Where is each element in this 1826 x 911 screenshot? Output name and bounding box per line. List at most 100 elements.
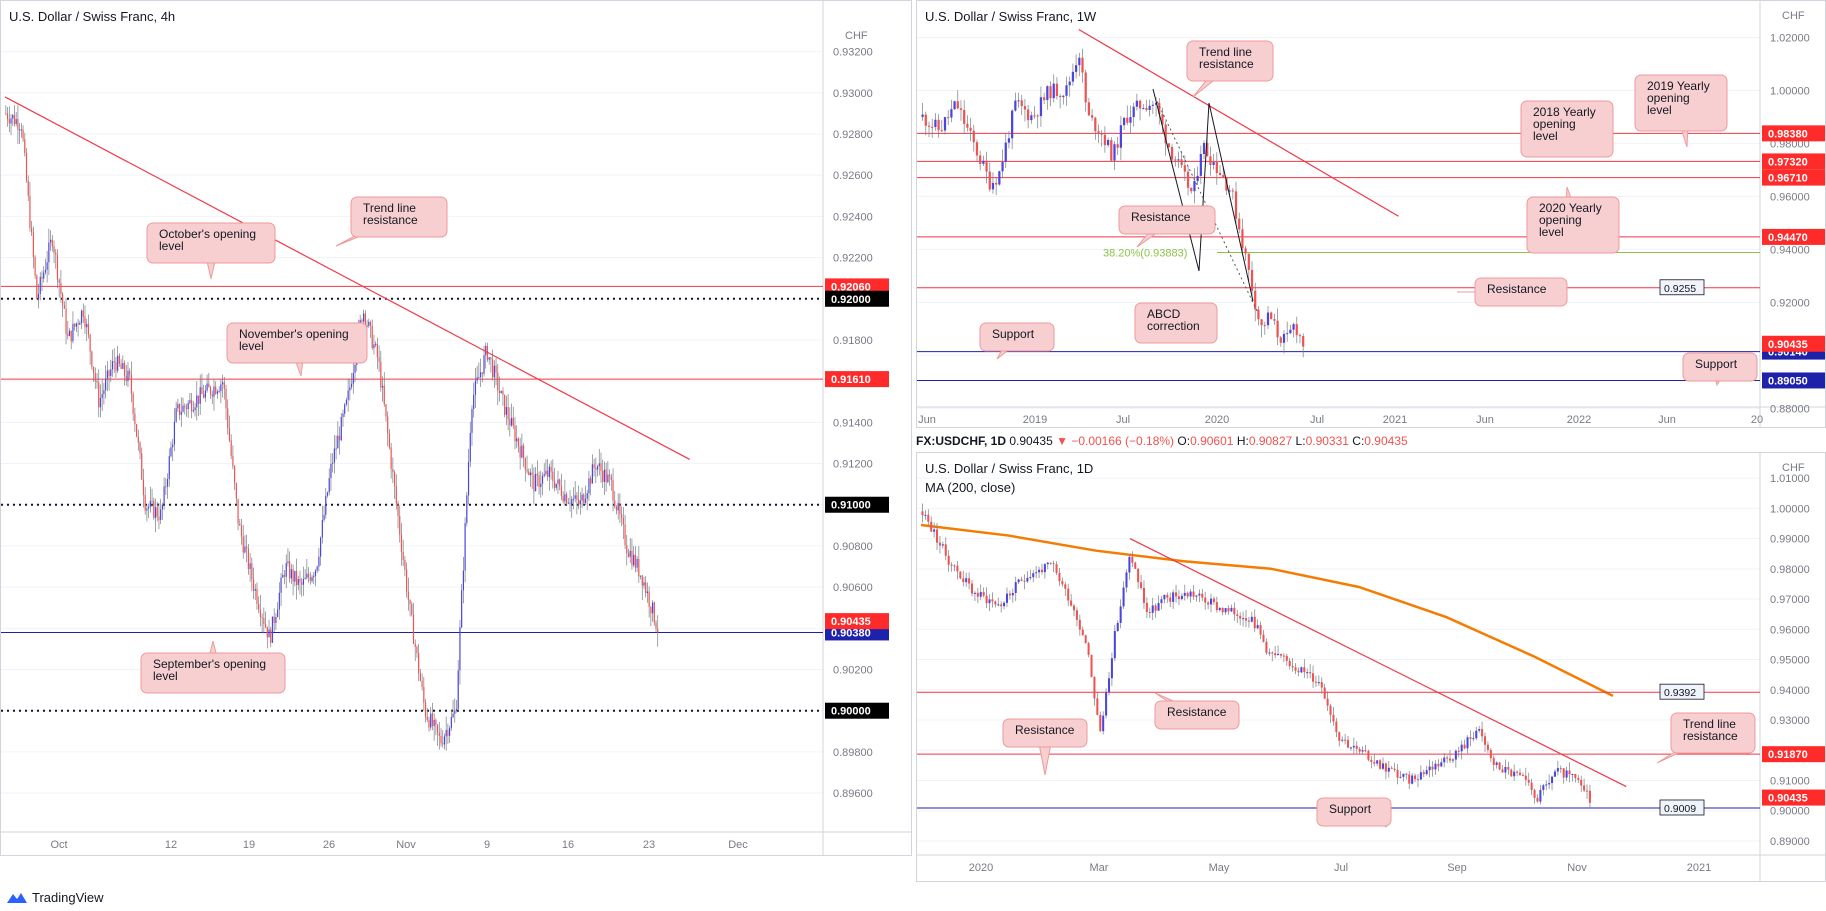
candle-body: [48, 242, 50, 263]
candle-body: [953, 101, 956, 110]
candle-body: [970, 583, 974, 594]
candle-body: [941, 544, 944, 546]
candle-body: [631, 550, 633, 566]
candle-body: [1189, 591, 1192, 597]
candle-body: [1259, 625, 1262, 635]
candle-body: [1332, 714, 1335, 722]
x-tick-label: 2020: [969, 862, 993, 874]
candle-body: [586, 493, 588, 499]
last-price-tag: [1762, 335, 1825, 352]
annotations: Resistance Resistance Trend lineresistance…: [1002, 692, 1756, 828]
candle-body: [1078, 57, 1081, 66]
candle-body: [1032, 573, 1035, 578]
price-axis-tag-label: 0.91000: [831, 500, 871, 512]
candle-body: [254, 588, 256, 591]
candle-body: [1530, 782, 1533, 791]
candle-body: [333, 448, 335, 463]
candle-body: [1007, 138, 1011, 143]
candle-body: [956, 565, 959, 572]
candle-body: [1113, 144, 1116, 161]
candle-body: [1068, 81, 1071, 86]
candle-body: [283, 574, 286, 577]
candle-body: [1481, 729, 1484, 737]
price-axis-tag-label: 0.92060: [831, 281, 871, 293]
candle-body: [1164, 124, 1167, 144]
candle-body: [62, 294, 64, 306]
candle-body: [68, 330, 71, 336]
candle-body: [46, 262, 48, 270]
candle-body: [624, 524, 626, 546]
candle-body: [622, 517, 624, 525]
price-axis-tag: [825, 371, 889, 388]
chart-panel-1d[interactable]: 1.01000 1.00000 0.99000 0.98000 0.97000 0.960…: [916, 452, 1826, 882]
candle-body: [148, 506, 150, 509]
candle-body: [1023, 106, 1027, 110]
y-tick-label: 0.90000: [1770, 806, 1810, 818]
candle-body: [579, 500, 581, 505]
candle-body: [1202, 143, 1206, 155]
candle-body: [120, 363, 122, 369]
candle-body: [629, 550, 631, 557]
candle-body: [316, 566, 318, 571]
candle-body: [1282, 655, 1285, 657]
candle-body: [433, 720, 435, 727]
x-tick-label: 9: [484, 839, 490, 851]
candle-body: [1103, 134, 1107, 146]
candle-body: [1039, 97, 1043, 117]
candle-body: [1580, 779, 1583, 786]
candle-body: [565, 494, 568, 504]
candle-body: [92, 366, 95, 374]
candle-body: [940, 130, 943, 132]
candle-body: [1460, 744, 1463, 752]
chart-1d-svg[interactable]: 1.01000 1.00000 0.99000 0.98000 0.97000 0.960…: [917, 453, 1825, 881]
candle-body: [154, 507, 157, 518]
candle-body: [1119, 606, 1122, 623]
candle-body: [1119, 125, 1123, 148]
price-axis-tag-label: 0.89050: [1768, 375, 1808, 387]
candle-body: [388, 433, 391, 448]
y-tick-label: 1.00000: [1770, 85, 1810, 97]
chart-4h-svg[interactable]: 0.93200 0.93000 0.92800 0.92600 0.92400 0.922…: [1, 1, 911, 855]
callout-text: Support: [992, 327, 1035, 341]
candle-body: [295, 570, 298, 585]
candle-body: [1425, 770, 1428, 775]
candle-body: [612, 480, 614, 501]
chart-title-1d: U.S. Dollar / Swiss Franc, 1D MA (200, c…: [925, 461, 1093, 495]
price-axis-tag: [1762, 746, 1825, 763]
candle-body: [547, 470, 549, 477]
candle-body: [1399, 776, 1402, 778]
candle-body: [292, 569, 294, 582]
candle-body: [1553, 771, 1556, 777]
candle-body: [1102, 715, 1105, 732]
candle-body: [139, 442, 141, 454]
y-tick-label: 0.96000: [1770, 191, 1810, 203]
candle-body: [1440, 762, 1443, 767]
last-price-tag: [1762, 789, 1825, 806]
candle-body: [191, 400, 193, 412]
candle-body: [1043, 564, 1046, 573]
candle-body: [1049, 86, 1052, 99]
candle-body: [421, 680, 423, 688]
chart-1w-svg[interactable]: 1.02000 1.00000 0.98000 0.96000 0.94000 0.920…: [917, 1, 1825, 427]
candle-body: [289, 561, 291, 579]
candle-body: [67, 333, 69, 336]
callout-text: level: [153, 669, 178, 683]
candle-body: [1035, 572, 1038, 574]
candle-body: [646, 591, 649, 594]
candle-body: [962, 578, 965, 583]
candle-body: [1306, 672, 1309, 674]
candles: [921, 48, 1305, 358]
chart-panel-1w[interactable]: 1.02000 1.00000 0.98000 0.96000 0.94000 0.920…: [916, 0, 1826, 428]
candle-body: [170, 447, 172, 457]
chart-panel-4h[interactable]: 0.93200 0.93000 0.92800 0.92600 0.92400 0.922…: [0, 0, 912, 856]
candle-body: [1074, 65, 1078, 72]
y-tick-label: 1.00000: [1770, 503, 1810, 515]
callout-text: level: [1533, 129, 1558, 143]
y-tick-label: 0.98000: [1770, 564, 1810, 576]
candle-body: [1135, 100, 1138, 107]
tradingview-logo[interactable]: TradingView: [6, 890, 104, 905]
candle-body: [1036, 115, 1039, 117]
candle-body: [187, 403, 189, 410]
candle-body: [302, 578, 305, 585]
candle-body: [454, 710, 456, 714]
